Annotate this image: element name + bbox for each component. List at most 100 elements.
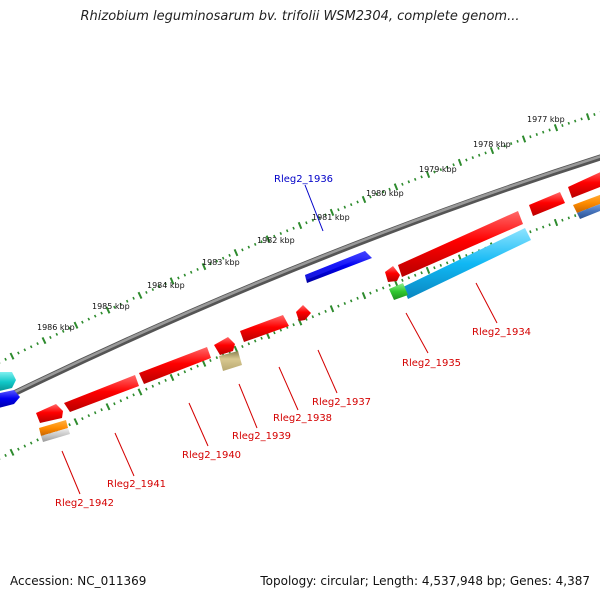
lower-scale-minor-tick — [113, 402, 116, 406]
accession-label: Accession: NC_011369 — [10, 574, 147, 588]
upper-scale-minor-tick — [221, 256, 225, 260]
lower-scale-minor-tick — [164, 378, 167, 382]
upper-scale-major-tick — [137, 291, 143, 300]
upper-scale-minor-tick — [68, 326, 71, 330]
lower-scale-minor-tick — [183, 370, 187, 374]
upper-scale-minor-tick — [253, 242, 257, 246]
feature-orange-1942[interactable] — [39, 420, 68, 436]
gene-right-red-b[interactable] — [568, 170, 600, 198]
feature-khaki-1939[interactable] — [219, 351, 242, 371]
upper-scale-minor-tick — [580, 117, 583, 121]
lower-scale-minor-tick — [253, 339, 257, 343]
lower-scale-minor-tick — [548, 223, 551, 227]
upper-scale-minor-tick — [151, 288, 155, 292]
upper-scale-minor-tick — [542, 130, 545, 134]
upper-scale-minor-tick — [574, 119, 577, 123]
upper-scale-minor-tick — [324, 213, 327, 217]
upper-scale-minor-tick — [189, 270, 193, 274]
feature-orange-right[interactable] — [573, 193, 600, 213]
upper-scale-minor-tick — [61, 329, 65, 333]
gene-rleg2-1939[interactable] — [214, 337, 235, 355]
gene-left-edge-blue[interactable] — [0, 390, 20, 409]
lower-scale-minor-tick — [87, 414, 91, 418]
scale-label-1978: 1978 kbp — [473, 140, 511, 149]
gene-label-rleg2-1937[interactable]: Rleg2_1937 — [312, 397, 371, 408]
lower-scale-minor-tick — [407, 276, 411, 280]
upper-scale-major-tick — [233, 249, 239, 257]
lower-scale-minor-tick — [36, 438, 39, 442]
gene-rleg2-1936[interactable] — [305, 251, 372, 283]
lower-scale-minor-tick — [343, 301, 347, 306]
lower-scale-minor-tick — [567, 216, 570, 220]
upper-scale-minor-tick — [164, 282, 167, 286]
upper-scale-major-tick — [393, 183, 399, 191]
upper-scale-major-tick — [457, 158, 463, 167]
upper-scale-minor-tick — [285, 229, 289, 233]
lower-scale-major-tick — [105, 403, 111, 411]
lower-scale-major-tick — [553, 218, 559, 227]
upper-scale-minor-tick — [87, 317, 91, 321]
lower-scale-minor-tick — [561, 218, 564, 222]
scale-label-1979: 1979 kbp — [419, 165, 457, 174]
gene-label-rleg2-1940[interactable]: Rleg2_1940 — [182, 450, 241, 461]
gene-rleg2-1940[interactable] — [139, 347, 211, 384]
scale-label-1977: 1977 kbp — [527, 115, 565, 124]
feature-grey-1942[interactable] — [41, 428, 70, 442]
gene-rleg2-1934-red[interactable] — [398, 211, 523, 277]
upper-scale-minor-tick — [497, 146, 500, 150]
gene-label-rleg2-1942[interactable]: Rleg2_1942 — [55, 498, 114, 509]
upper-scale-minor-tick — [529, 135, 532, 139]
gene-label-rleg2-1934[interactable]: Rleg2_1934 — [472, 327, 531, 338]
upper-scale-minor-tick — [516, 139, 519, 143]
feature-cyan-1934[interactable] — [403, 228, 531, 299]
lower-scale-minor-tick — [452, 258, 455, 262]
upper-scale-minor-tick — [375, 192, 379, 196]
gene-rleg2-1938[interactable] — [240, 315, 289, 342]
upper-scale-minor-tick — [279, 231, 283, 236]
feature-track — [39, 193, 600, 442]
lower-scale-minor-tick — [381, 286, 385, 290]
feature-green-1935[interactable] — [389, 283, 408, 300]
lower-scale-minor-tick — [68, 423, 71, 427]
feature-steel-right[interactable] — [577, 202, 600, 219]
lower-scale-minor-tick — [132, 393, 135, 397]
upper-scale-minor-tick — [4, 357, 7, 361]
lower-scale-minor-tick — [29, 441, 33, 445]
lower-scale-minor-tick — [349, 299, 353, 303]
lower-scale-major-tick — [201, 359, 207, 367]
gene-rleg2-1941[interactable] — [64, 375, 139, 412]
scale-label-1980: 1980 kbp — [366, 189, 404, 198]
gene-rleg2-1942[interactable] — [36, 404, 63, 423]
gene-label-rleg2-1941[interactable]: Rleg2_1941 — [107, 479, 166, 490]
upper-scale-minor-tick — [317, 216, 321, 220]
gene-rleg2-1937[interactable] — [296, 305, 311, 321]
gene-left-edge-teal[interactable] — [0, 372, 16, 392]
upper-scale-minor-tick — [465, 158, 468, 162]
gene-label-rleg2-1935[interactable]: Rleg2_1935 — [402, 358, 461, 369]
lower-scale-minor-tick — [151, 384, 155, 388]
lower-scale-minor-tick — [311, 315, 315, 319]
upper-scale-minor-tick — [49, 335, 52, 339]
lower-scale-minor-tick — [433, 266, 436, 270]
gene-label-rleg2-1939[interactable]: Rleg2_1939 — [232, 431, 291, 442]
lower-scale-major-tick — [9, 448, 15, 456]
scale-label-1986: 1986 kbp — [37, 323, 75, 332]
gene-label-rleg2-1936[interactable]: Rleg2_1936 — [274, 174, 333, 185]
lower-scale-major-tick — [329, 305, 335, 313]
lower-scale-major-tick — [361, 292, 367, 300]
upper-scale-minor-tick — [29, 345, 33, 349]
upper-scale-major-tick — [489, 146, 495, 155]
lower-scale-major-tick — [425, 266, 431, 274]
upper-scale-ticks — [0, 111, 600, 364]
upper-scale-minor-tick — [125, 299, 129, 303]
gene-label-rleg2-1938[interactable]: Rleg2_1938 — [273, 413, 332, 424]
lower-scale-minor-tick — [177, 373, 180, 377]
lower-scale-minor-tick — [273, 331, 276, 335]
gene-rleg2-1935-red[interactable] — [385, 266, 400, 282]
lower-scale-minor-tick — [375, 288, 379, 293]
gene-right-red-a[interactable] — [529, 192, 565, 216]
lower-scale-minor-tick — [17, 447, 20, 451]
upper-scale-minor-tick — [100, 311, 103, 315]
upper-scale-minor-tick — [196, 267, 199, 271]
scale-label-1982: 1982 kbp — [257, 236, 295, 245]
